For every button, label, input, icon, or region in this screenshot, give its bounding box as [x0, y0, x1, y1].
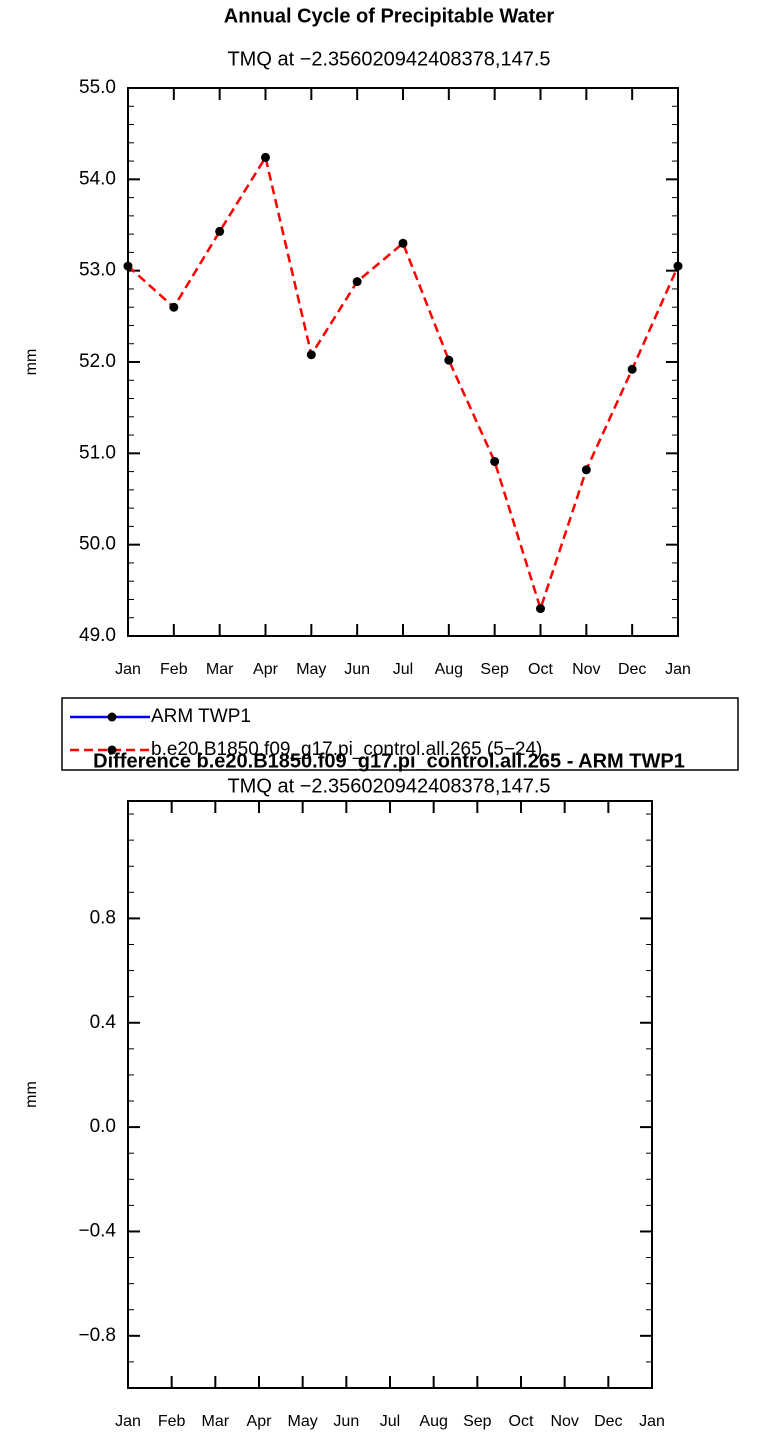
y-axis-label: mm [23, 1081, 40, 1108]
x-tick-label: Dec [618, 661, 646, 678]
y-tick-label: 0.8 [90, 907, 116, 928]
legend-marker [107, 712, 117, 722]
x-tick-label: Dec [594, 1413, 622, 1430]
data-point [673, 261, 683, 271]
series-line [127, 154, 680, 613]
y-axis-label: mm [23, 349, 40, 376]
x-tick-label: Jul [393, 661, 413, 678]
x-tick-label: Nov [550, 1413, 578, 1430]
x-tick-label: Aug [435, 661, 463, 678]
data-point [306, 350, 316, 360]
x-tick-label: Oct [509, 1413, 534, 1430]
chart-subtitle: TMQ at −2.356020942408378,147.5 [227, 48, 550, 70]
x-tick-label: May [288, 1413, 318, 1430]
x-tick-label: Jul [380, 1413, 400, 1430]
x-tick-label: Mar [202, 1413, 230, 1430]
x-tick-label: Jan [639, 1413, 665, 1430]
x-tick-label: Oct [528, 661, 553, 678]
legend-box [61, 697, 739, 771]
x-tick-label: Jan [665, 661, 691, 678]
data-point [536, 604, 545, 614]
x-tick-label: Jun [333, 1413, 359, 1430]
x-tick-label: Jun [344, 661, 370, 678]
plot-frame [127, 87, 679, 637]
x-tick-label: Sep [463, 1413, 492, 1430]
legend-label: b.e20.B1850.f09_g17.pi_control.all.265 (… [151, 739, 542, 760]
y-tick-label: 53.0 [79, 260, 116, 281]
chart-title: Annual Cycle of Precipitable Water [224, 5, 555, 27]
data-point [398, 238, 408, 248]
data-point [627, 364, 637, 374]
data-point [444, 355, 454, 365]
chart-title: Difference b.e20.B1850.f09_g17.pi_contro… [93, 750, 685, 772]
x-tick-label: Mar [206, 661, 234, 678]
y-tick-label: 55.0 [79, 77, 116, 98]
data-point [581, 465, 591, 475]
y-tick-label: 50.0 [79, 534, 116, 555]
y-tick-label: 0.0 [90, 1116, 116, 1137]
x-tick-label: Jan [115, 661, 141, 678]
x-tick-label: Sep [480, 661, 509, 678]
x-tick-label: Jan [115, 1413, 141, 1430]
plot-frame [127, 800, 653, 1389]
chart-subtitle: TMQ at −2.356020942408378,147.5 [227, 775, 550, 797]
y-tick-label: 49.0 [79, 625, 116, 646]
data-point [490, 457, 500, 467]
x-tick-label: Aug [419, 1413, 447, 1430]
y-tick-label: 52.0 [79, 351, 116, 372]
y-tick-label: 51.0 [79, 442, 116, 463]
x-tick-label: Apr [253, 661, 279, 678]
data-point [123, 261, 133, 271]
legend-marker [107, 745, 117, 755]
y-tick-label: 54.0 [79, 168, 116, 189]
data-point [169, 302, 179, 312]
y-tick-label: 0.4 [90, 1012, 117, 1033]
x-tick-label: Apr [247, 1413, 273, 1430]
x-tick-label: May [296, 661, 326, 678]
data-point [215, 226, 225, 236]
y-tick-label: −0.8 [78, 1325, 116, 1346]
x-tick-label: Feb [160, 661, 188, 678]
y-tick-label: −0.4 [78, 1220, 116, 1241]
data-point [352, 277, 362, 287]
x-tick-label: Nov [572, 661, 600, 678]
legend-label: ARM TWP1 [151, 706, 251, 727]
x-tick-label: Feb [158, 1413, 186, 1430]
data-point [261, 152, 270, 162]
